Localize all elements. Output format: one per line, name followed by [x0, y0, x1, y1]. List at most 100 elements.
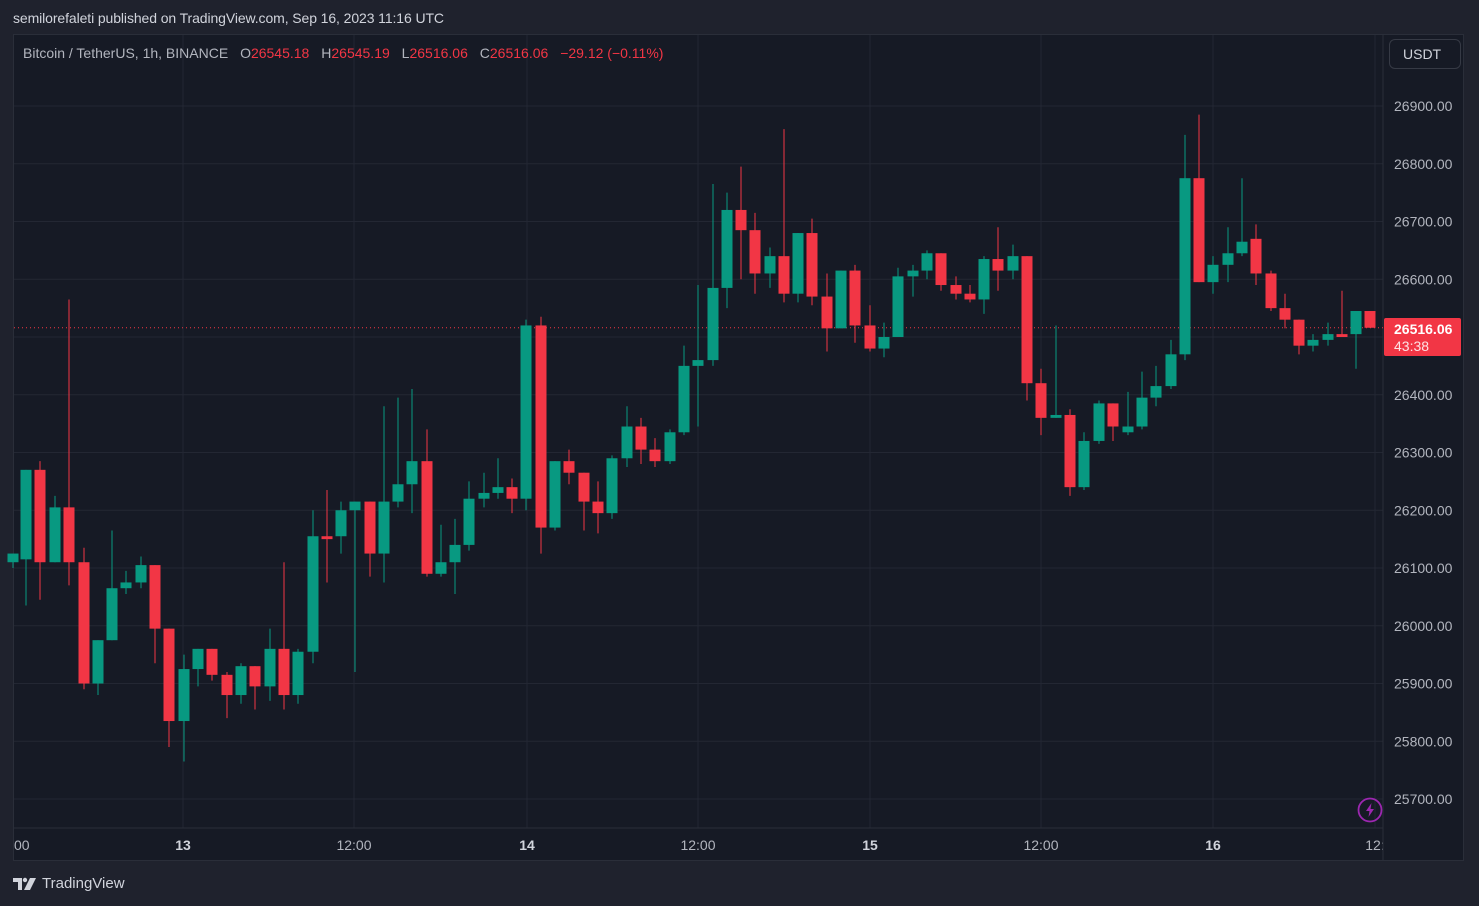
candle: [921, 253, 933, 271]
candle: [1107, 403, 1119, 427]
candle: [1265, 273, 1277, 309]
candle: [221, 674, 233, 696]
ohlc-legend: Bitcoin / TetherUS, 1h, BINANCE O26545.1…: [23, 45, 663, 61]
brand-label: TradingView: [42, 875, 125, 892]
candle: [749, 230, 761, 274]
candle: [49, 507, 61, 563]
candle: [120, 582, 132, 589]
candle: [264, 648, 276, 687]
candle: [235, 666, 247, 696]
candle: [1136, 397, 1148, 427]
high-value: 26545.19: [331, 45, 390, 61]
candle: [1064, 414, 1076, 488]
tradingview-logo-icon: [13, 877, 36, 890]
candle: [678, 365, 690, 433]
lightning-alert-icon[interactable]: [1357, 797, 1383, 823]
y-axis-label: 26400.00: [1394, 387, 1453, 403]
candle: [163, 628, 175, 722]
candle: [1193, 178, 1205, 283]
candle: [1078, 440, 1090, 488]
candle: [206, 648, 218, 675]
candle: [520, 325, 532, 499]
candle: [606, 458, 618, 514]
candle: [421, 461, 433, 574]
chart-frame: [13, 34, 1464, 861]
candle: [1307, 339, 1319, 346]
candle: [278, 648, 290, 696]
candle: [992, 259, 1004, 271]
change-value: −29.12 (−0.11%): [560, 45, 664, 61]
candle: [964, 293, 976, 300]
candle: [1336, 334, 1348, 337]
candle: [1250, 238, 1262, 274]
last-price-tag: 26516.06 43:38: [1384, 318, 1461, 356]
candle: [1322, 334, 1334, 340]
candle: [735, 209, 747, 231]
candle: [435, 562, 447, 574]
x-axis-label: 13: [175, 837, 191, 853]
candle: [406, 461, 418, 485]
low-value: 26516.06: [409, 45, 468, 61]
high-label: H: [321, 45, 332, 61]
candle: [307, 536, 319, 652]
candle: [349, 501, 361, 511]
candle: [764, 256, 776, 274]
candle: [835, 270, 847, 329]
candle: [292, 651, 304, 696]
y-axis-label: 26800.00: [1394, 156, 1453, 172]
x-axis-label: 00: [14, 837, 30, 853]
candle: [1007, 256, 1019, 271]
candle: [1279, 308, 1291, 320]
candle: [321, 536, 333, 540]
candle: [806, 233, 818, 297]
candle: [535, 325, 547, 528]
candle: [1293, 319, 1305, 346]
candle: [1236, 241, 1248, 254]
candle: [1150, 386, 1162, 398]
candle: [392, 484, 404, 502]
y-axis-label: 26700.00: [1394, 214, 1453, 230]
candle: [1093, 403, 1105, 441]
candle: [78, 562, 90, 684]
x-axis-label: 14: [519, 837, 535, 853]
publisher-line: semilorefaleti published on TradingView.…: [13, 10, 444, 26]
candle: [1350, 311, 1362, 335]
candle: [950, 285, 962, 294]
candle: [907, 270, 919, 277]
candle: [463, 498, 475, 545]
candle: [378, 501, 390, 554]
x-axis-label: 12:00: [680, 837, 715, 853]
close-value: 26516.06: [489, 45, 549, 61]
candle: [578, 472, 590, 502]
candle: [1222, 253, 1234, 265]
candle: [492, 487, 504, 493]
low-label: L: [401, 45, 410, 61]
candle: [892, 276, 904, 337]
candle: [364, 501, 376, 554]
y-axis-label: 25900.00: [1394, 676, 1453, 692]
candle: [34, 469, 46, 563]
candle: [1035, 383, 1047, 418]
y-axis-label: 26600.00: [1394, 271, 1453, 287]
candle: [792, 233, 804, 294]
candle: [864, 325, 876, 349]
symbol-label[interactable]: Bitcoin / TetherUS, 1h, BINANCE: [23, 45, 229, 61]
candle: [478, 492, 490, 499]
candle: [63, 507, 75, 563]
candle: [1165, 354, 1177, 387]
candle: [92, 640, 104, 684]
candle: [1050, 414, 1062, 418]
candle: [20, 469, 32, 560]
candle: [249, 666, 261, 687]
currency-button[interactable]: USDT: [1389, 39, 1461, 69]
y-axis-label: 26200.00: [1394, 502, 1453, 518]
candle: [649, 449, 661, 462]
candle: [692, 360, 704, 366]
open-value: 26545.18: [250, 45, 310, 61]
tradingview-logo[interactable]: TradingView: [13, 875, 125, 892]
candle: [549, 461, 561, 528]
candle: [821, 296, 833, 329]
candle: [149, 565, 161, 629]
candle: [449, 544, 461, 563]
